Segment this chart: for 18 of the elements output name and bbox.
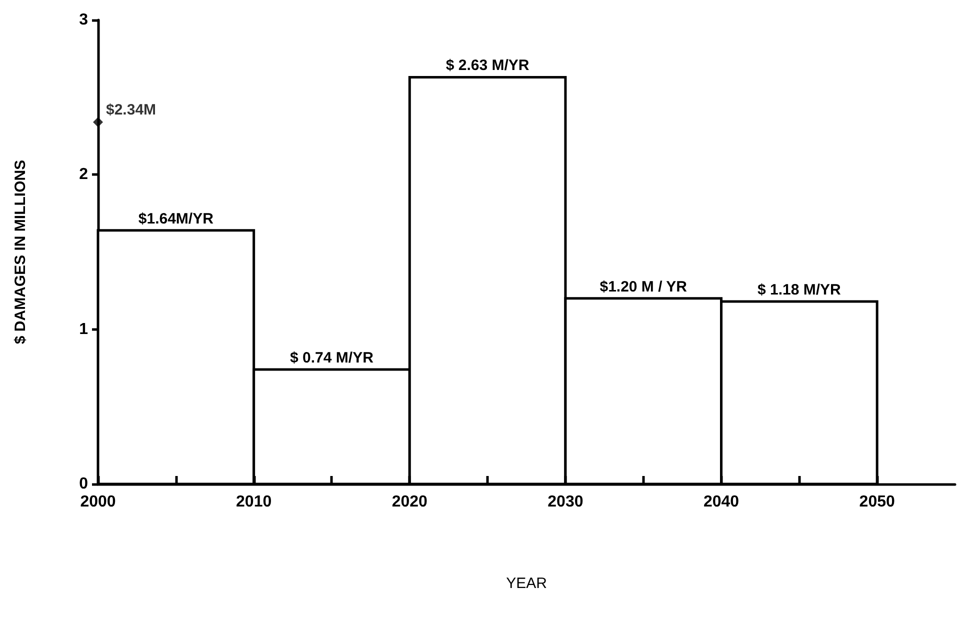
x-tick-label: 2020 bbox=[392, 494, 428, 510]
x-tick-label: 2040 bbox=[703, 494, 740, 510]
x-tick-label: 2010 bbox=[236, 494, 272, 510]
y-tick-label: 1 bbox=[79, 320, 88, 338]
y-tick-label: 0 bbox=[79, 476, 88, 492]
data-label: $ 2.63 M/YR bbox=[446, 57, 530, 74]
data-label: $ 1.18 M/YR bbox=[757, 281, 842, 298]
data-label: $2.34M bbox=[106, 102, 156, 119]
x-tick-label: 2000 bbox=[80, 494, 116, 510]
y-tick-label: 2 bbox=[79, 166, 88, 184]
x-tick-label: 2030 bbox=[548, 494, 584, 510]
data-label: $1.20 M / YR bbox=[600, 278, 688, 296]
x-tick-label: 2050 bbox=[859, 494, 895, 510]
data-label: $ 0.74 M/YR bbox=[290, 350, 374, 367]
data-label: $1.64M/YR bbox=[138, 210, 214, 228]
x-axis-title: YEAR bbox=[506, 575, 548, 592]
y-axis-title: $ DAMAGES IN MILLIONS bbox=[12, 160, 29, 344]
y-tick-label: 3 bbox=[79, 12, 88, 28]
